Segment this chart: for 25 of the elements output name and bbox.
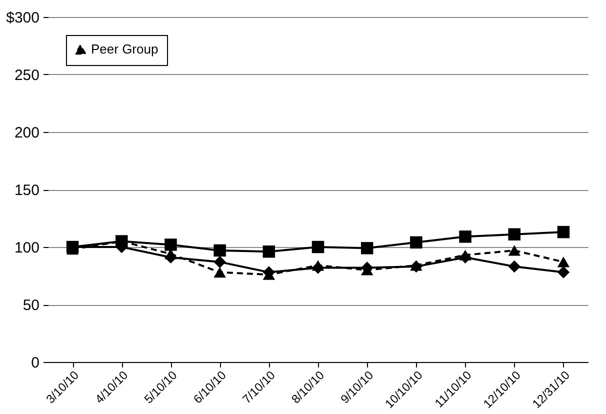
point — [312, 260, 324, 271]
point — [214, 244, 226, 257]
point — [508, 245, 520, 256]
point — [410, 236, 422, 249]
point — [214, 266, 226, 278]
point — [459, 250, 472, 260]
y-tick-label: 0 — [31, 354, 40, 372]
point — [214, 256, 226, 268]
y-tick-label: 250 — [14, 67, 40, 84]
point — [557, 226, 570, 238]
point — [262, 245, 276, 258]
point — [508, 260, 520, 273]
point — [164, 238, 177, 251]
point — [360, 242, 374, 254]
y-tick-label: 100 — [14, 240, 40, 256]
point — [557, 256, 570, 268]
point — [557, 266, 570, 278]
y-tick-label: 150 — [14, 182, 40, 199]
y-tick-label: 200 — [14, 124, 40, 142]
point — [312, 240, 324, 254]
y-tick-label: $300 — [6, 10, 40, 26]
legend-label: Peer Group — [91, 42, 158, 56]
point — [459, 230, 472, 243]
point — [508, 228, 520, 240]
y-tick-label: 50 — [22, 297, 40, 314]
